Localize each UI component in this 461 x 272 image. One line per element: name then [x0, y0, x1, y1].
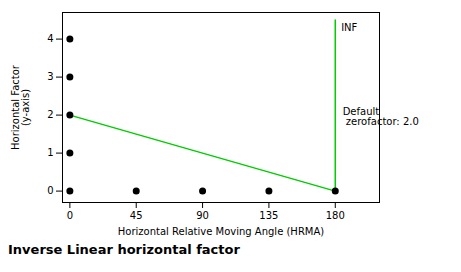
svg-text:2: 2	[47, 109, 53, 120]
svg-text:Horizontal Relative Moving Ang: Horizontal Relative Moving Angle (HRMA)	[118, 226, 325, 237]
svg-text:135: 135	[259, 210, 278, 221]
svg-text:45: 45	[130, 210, 143, 221]
svg-text:Default zerofactor: 2.0: Default zerofactor: 2.0	[343, 106, 419, 127]
html-text:Inverse Linear horizontal fact: Inverse Linear horizontal factor	[8, 242, 240, 257]
svg-text:Horizontal Factor(y-axis): Horizontal Factor(y-axis)	[10, 64, 31, 150]
svg-text:90: 90	[196, 210, 209, 221]
svg-text:180: 180	[326, 210, 345, 221]
svg-text:3: 3	[47, 71, 53, 82]
svg-text:4: 4	[47, 33, 53, 44]
svg-text:0: 0	[47, 185, 53, 196]
svg-text:INF: INF	[341, 22, 357, 33]
svg-text:0: 0	[67, 210, 73, 221]
svg-text:1: 1	[47, 147, 53, 158]
